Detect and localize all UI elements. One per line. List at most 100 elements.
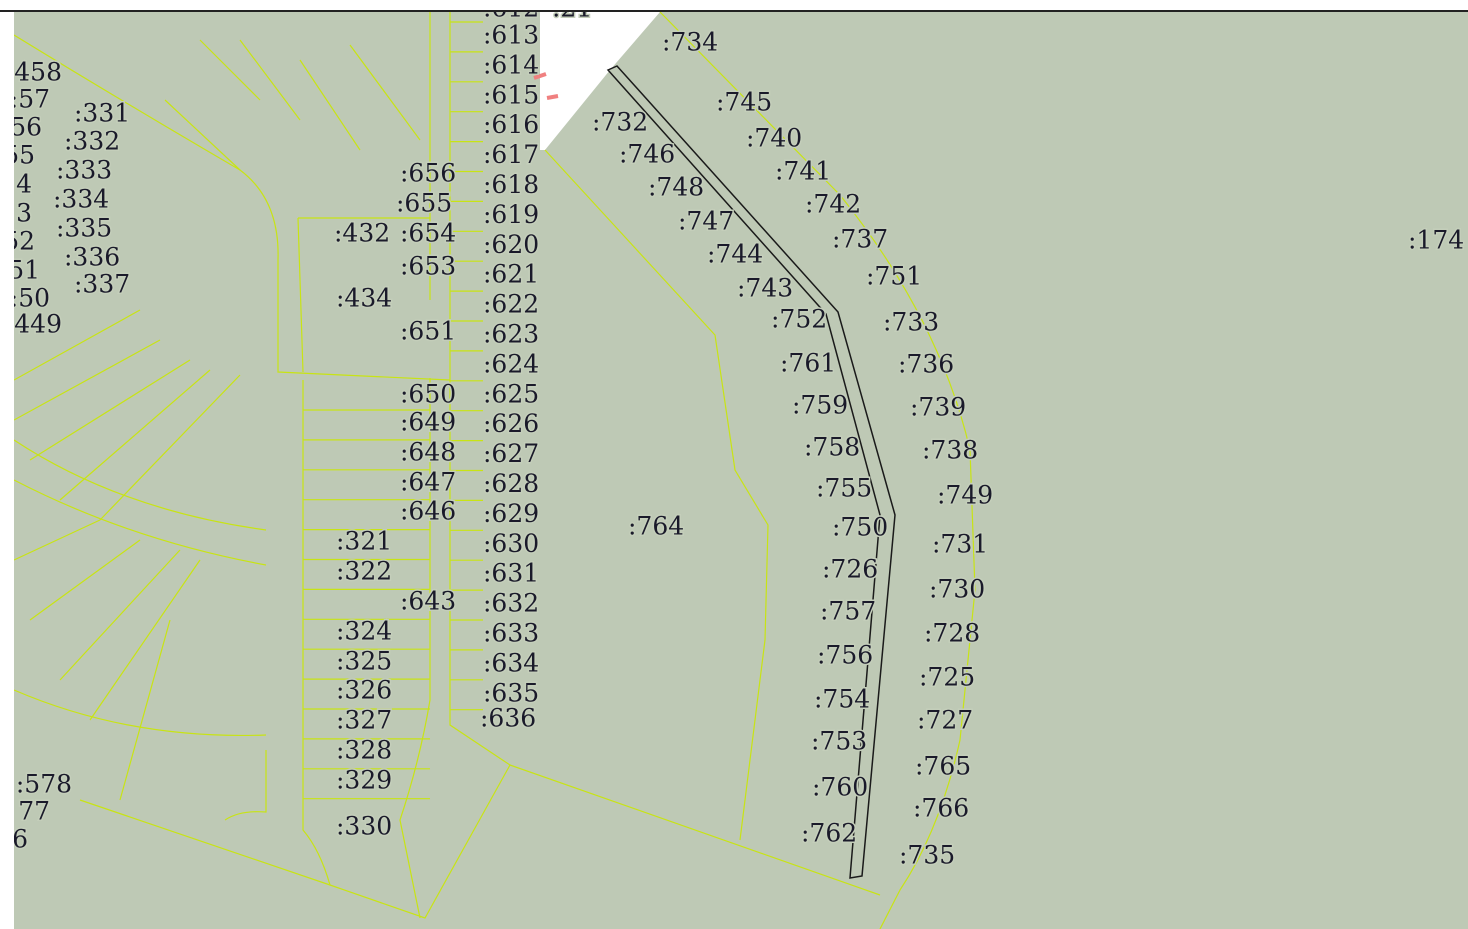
parcel-label: :628 [483,469,539,498]
parcel-label: :624 [483,349,539,378]
parcel-label: :750 [832,513,888,542]
parcel-label: :434 [336,284,392,313]
parcel-label: :735 [899,841,955,870]
parcel-label: :725 [919,663,975,692]
parcel-label: :625 [483,379,539,408]
parcel-label: :622 [483,290,539,319]
parcel-label: :631 [483,559,539,588]
parcel-label: :623 [483,320,539,349]
parcel-label: :748 [648,173,704,202]
parcel-label: :330 [336,812,392,841]
parcel-label: :629 [483,499,539,528]
parcel-label: :325 [336,647,392,676]
parcel-label: :57 [10,85,50,114]
parcel-label: :336 [64,243,120,272]
parcel-label: 77 [18,797,50,826]
parcel-label: :755 [816,474,872,503]
parcel-label: :331 [74,99,130,128]
parcel-label: :726 [822,555,878,584]
parcel-label: :758 [804,433,860,462]
parcel-label: :324 [336,617,392,646]
parcel-label: :613 [483,21,539,50]
parcel-label: :752 [771,305,827,334]
parcel-label: :756 [817,641,873,670]
parcel-label: :636 [480,704,536,733]
parcel-label: :745 [716,88,772,117]
parcel-label: :627 [483,439,539,468]
parcel-label: :747 [678,207,734,236]
parcel-label: :322 [336,557,392,586]
map: :613:614:615:616:617:618:619:620:621:622… [0,0,1468,929]
parcel-label: :751 [866,262,922,291]
parcel-label: :632 [483,589,539,618]
parcel-label: :332 [64,127,120,156]
parcel-label: :734 [662,28,718,57]
parcel-label: :762 [801,819,857,848]
parcel-label: :633 [483,619,539,648]
parcel-label: :733 [883,308,939,337]
parcel-label: :333 [56,156,112,185]
parcel-label: :740 [746,124,802,153]
parcel-label: 56 [10,113,42,142]
parcel-label: 449 [14,310,62,339]
parcel-label: :764 [628,512,684,541]
parcel-label: :732 [592,108,648,137]
parcel-label: :654 [400,219,456,248]
parcel-label: :334 [53,185,109,214]
parcel-label: :739 [910,393,966,422]
parcel-label: :326 [336,676,392,705]
parcel-label: :649 [400,408,456,437]
parcel-label: :651 [400,317,456,346]
parcel-label: :731 [932,530,988,559]
parcel-label: :578 [16,770,72,799]
parcel-label: :432 [334,219,390,248]
parcel-label: :328 [336,736,392,765]
parcel-label: :648 [400,438,456,467]
parcel-label: :634 [483,648,539,677]
parcel-label: :746 [619,140,675,169]
parcel-label: :743 [737,274,793,303]
parcel-label: :653 [400,252,456,281]
parcel-label: :174 [1408,226,1464,255]
parcel-label: :655 [396,189,452,218]
parcel-label: :329 [336,766,392,795]
parcel-label: :630 [483,529,539,558]
parcel-label: :736 [898,350,954,379]
parcel-label: :617 [483,140,539,169]
parcel-label: :335 [56,214,112,243]
parcel-label: :728 [924,619,980,648]
parcel-label: :327 [336,706,392,735]
parcel-label: 3 [16,199,32,228]
parcel-label: 458 [14,58,62,87]
parcel-label: :616 [483,110,539,139]
parcel-label: :621 [483,260,539,289]
parcel-label: :766 [913,794,969,823]
parcel-label: :744 [707,240,763,269]
parcel-label: :730 [929,575,985,604]
parcel-label: :738 [922,436,978,465]
parcel-label: :321 [336,527,392,556]
parcel-label: :741 [775,157,831,186]
parcel-label: :643 [400,587,456,616]
parcel-label: :749 [937,481,993,510]
parcel-label: :620 [483,230,539,259]
parcel-label: :761 [780,349,836,378]
parcel-label: :727 [917,706,973,735]
parcel-label: :647 [400,468,456,497]
parcel-label: :754 [814,685,870,714]
parcel-label: 6 [12,825,28,854]
parcel-label: :757 [820,597,876,626]
parcel-label: :742 [805,190,861,219]
parcel-label: :753 [811,727,867,756]
parcel-label: :650 [400,380,456,409]
parcel-label: :626 [483,409,539,438]
parcel-label: :737 [832,225,888,254]
parcel-label: :656 [400,159,456,188]
parcel-label: :760 [812,773,868,802]
parcel-label: :618 [483,170,539,199]
parcel-label: :619 [483,200,539,229]
parcel-label: :50 [10,284,50,313]
parcel-label: :337 [74,270,130,299]
map-area: :613:614:615:616:617:618:619:620:621:622… [3,0,1468,929]
parcel-label: :615 [483,80,539,109]
